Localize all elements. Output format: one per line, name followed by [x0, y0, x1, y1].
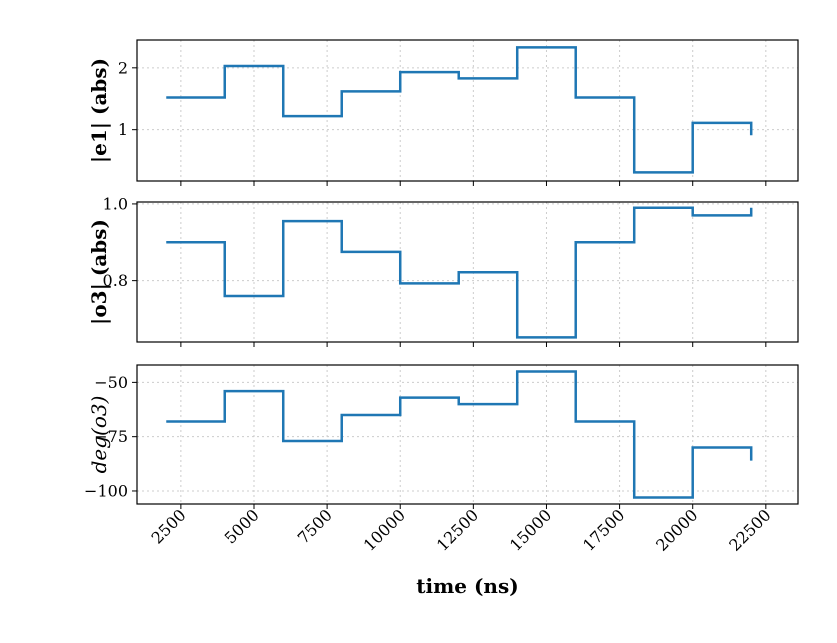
y-axis-label: deg(o3)	[87, 396, 111, 474]
axes-frame	[136, 364, 799, 505]
x-tick-label: 22500	[725, 505, 774, 554]
y-axis-label: |o3| (abs)	[87, 219, 111, 325]
x-tick-label: 17500	[579, 505, 628, 554]
axes-frame	[136, 39, 799, 182]
y-tick-label: −50	[94, 373, 128, 392]
x-tick-label: 20000	[652, 505, 701, 554]
x-tick-label: 2500	[147, 505, 189, 547]
x-tick-label: 7500	[294, 505, 336, 547]
y-tick-label: 1.0	[103, 194, 128, 213]
y-tick-label: −75	[94, 427, 128, 446]
series-line-2	[166, 206, 753, 339]
axes-frame	[136, 201, 799, 343]
y-tick-label: −100	[84, 481, 128, 500]
panel-2: 0.8 1.0 |o3| (abs)	[87, 194, 799, 347]
y-tick-label: 1	[118, 120, 128, 139]
series-line-3	[166, 370, 753, 499]
panel-3: −100 −75 −50 deg(o3)	[84, 364, 799, 509]
x-tick-label: 5000	[221, 505, 263, 547]
y-tick-label: 2	[118, 58, 128, 77]
y-tick-label: 0.8	[103, 271, 128, 290]
x-tick-label: 12500	[433, 505, 482, 554]
panel-1: 1 2 |e1| (abs)	[87, 39, 799, 186]
x-axis-label: time (ns)	[416, 574, 518, 598]
y-axis-label: |e1| (abs)	[87, 58, 111, 163]
x-tick-label: 15000	[506, 505, 555, 554]
x-axis: 2500 5000 7500 10000 12500 15000 17500 20000 225…	[147, 505, 774, 598]
series-line-1	[166, 46, 753, 174]
x-tick-label: 10000	[360, 505, 409, 554]
